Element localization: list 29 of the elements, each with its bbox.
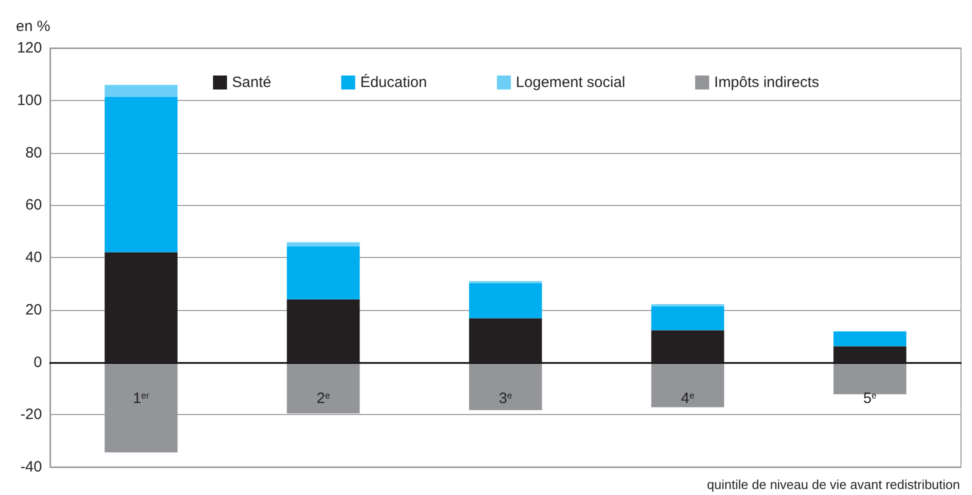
legend-label: Éducation [360, 73, 427, 91]
y-tick-label: -40 [20, 458, 42, 476]
bar [104, 84, 178, 97]
y-axis-title: en % [16, 18, 50, 35]
bar [469, 362, 542, 410]
y-tick-label: 60 [25, 196, 42, 214]
y-tick-label: 40 [25, 249, 42, 266]
bar [469, 318, 542, 362]
legend-label: Impôts indirects [714, 74, 820, 91]
y-tick-label: 0 [34, 354, 42, 371]
legend-label: Santé [232, 74, 272, 91]
bar [286, 246, 360, 300]
bar [833, 362, 906, 394]
y-tick-label: 120 [16, 40, 42, 56]
y-tick-label: 80 [25, 144, 42, 162]
bar [104, 96, 178, 252]
x-axis-title: quintile de niveau de vie avant redistribution [707, 477, 960, 492]
bar [651, 330, 724, 362]
y-tick-label: 20 [25, 301, 42, 318]
bar [833, 346, 906, 362]
bar [833, 331, 906, 346]
bar [286, 299, 360, 362]
bar [651, 306, 724, 330]
bar [651, 362, 724, 408]
bar [104, 252, 178, 362]
y-tick-label: -20 [20, 406, 42, 424]
bar [469, 283, 542, 318]
y-tick-label: 100 [16, 92, 42, 109]
legend-label: Logement social [516, 74, 626, 91]
